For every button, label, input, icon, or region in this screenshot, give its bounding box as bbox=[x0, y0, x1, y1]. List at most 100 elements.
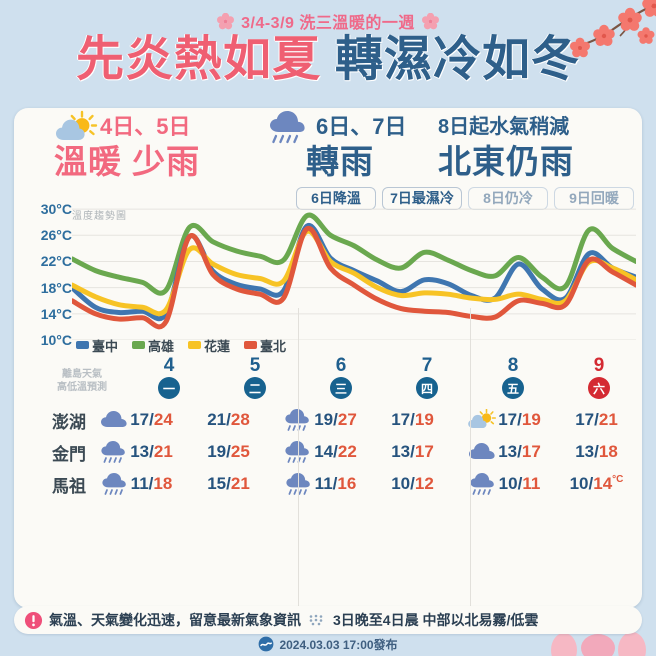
temperature-range: 17/24 bbox=[130, 410, 173, 429]
region-name: 金門 bbox=[52, 444, 86, 464]
legend-item-臺北: 臺北 bbox=[244, 336, 286, 355]
y-tick-22: 22°C bbox=[40, 253, 72, 270]
chart-line-高雄 bbox=[72, 215, 636, 293]
warning-text-2: 3日晚至4日晨 中部以北易霧/低雲 bbox=[333, 612, 539, 628]
rain-cloud-icon bbox=[101, 441, 126, 463]
legend-label: 花蓮 bbox=[204, 338, 231, 354]
ribbon: 3/4-3/9 洗三溫暖的一週 bbox=[0, 8, 656, 34]
forecast-rows: 澎湖 17/24 21/28 19/27 17/19 17/19 17/21 金門 13/21 1… bbox=[14, 404, 642, 606]
forecast-cell: 17/19 bbox=[366, 409, 458, 431]
legend-label: 臺北 bbox=[260, 338, 287, 354]
legend-swatch bbox=[188, 341, 202, 349]
chip-0[interactable]: 6日降溫 bbox=[296, 186, 376, 210]
forecast-cell: 11/18 bbox=[90, 473, 182, 495]
day-number: 9 bbox=[593, 355, 605, 376]
forecast-cell: 10/12 bbox=[366, 473, 458, 495]
temperature-range: 13/21 bbox=[130, 442, 173, 461]
summary-head-3: 8日起水氣稍減 bbox=[438, 116, 570, 138]
island-caption-line2: 高低溫預測 bbox=[57, 382, 107, 393]
day-number: 5 bbox=[249, 355, 261, 376]
temperature-range: 13/17 bbox=[498, 442, 541, 461]
y-tick-14: 14°C bbox=[40, 305, 72, 322]
headline-part2: 轉濕冷如冬 bbox=[335, 33, 581, 86]
cherry-blossom-branch-icon bbox=[570, 0, 656, 58]
forecast-cell: 19/27 bbox=[274, 409, 366, 431]
forecast-row: 馬祖 11/18 15/21 11/16 10/12 10/11 10/14°C bbox=[14, 468, 642, 500]
legend-swatch bbox=[132, 341, 146, 349]
cwa-logo-icon bbox=[259, 636, 274, 652]
temperature-chart: 溫度趨勢圖 30°C 26°C 22°C 18°C 14°C 10°C bbox=[14, 201, 642, 348]
chart-y-axis: 30°C 26°C 22°C 18°C 14°C 10°C bbox=[20, 196, 72, 348]
weekday-badge: 一 bbox=[158, 377, 180, 399]
cherry-blossom-icon bbox=[217, 12, 235, 29]
forecast-cells: 17/24 21/28 19/27 17/19 17/19 17/21 bbox=[90, 409, 642, 431]
temperature-range: 17/19 bbox=[498, 410, 541, 429]
temperature-range: 11/18 bbox=[130, 474, 173, 493]
summary-block-1: 4日、5日 溫暖 少雨 bbox=[54, 110, 200, 178]
footer: 2024.03.03 17:00發布 bbox=[0, 634, 656, 654]
summary-big-1: 溫暖 少雨 bbox=[54, 143, 201, 180]
day-number: 7 bbox=[421, 355, 433, 376]
chart-line-花蓮 bbox=[72, 231, 636, 314]
summary-head-1: 4日、5日 bbox=[100, 114, 191, 139]
cloud-icon bbox=[469, 443, 495, 459]
rain-cloud-icon bbox=[470, 473, 494, 495]
temperature-range: 19/27 bbox=[314, 410, 357, 429]
region-name: 澎湖 bbox=[52, 412, 86, 432]
main-card: 4日、5日 溫暖 少雨 6日、7日 轉雨 bbox=[14, 108, 642, 608]
forecast-cell: 17/21 bbox=[550, 409, 642, 431]
temperature-range: 17/21 bbox=[575, 410, 618, 429]
forecast-cell: 19/25 bbox=[182, 441, 274, 463]
temperature-range: 10/12 bbox=[391, 474, 434, 493]
island-caption-line1: 離島天氣 bbox=[62, 369, 102, 380]
forecast-cell: 17/19 bbox=[458, 409, 550, 431]
headline-part1: 先炎熱如夏 bbox=[75, 33, 321, 86]
chart-legend: 臺中 高雄 花蓮 臺北 bbox=[76, 336, 286, 354]
chip-3[interactable]: 9日回暖 bbox=[554, 186, 634, 210]
chip-row: 6日降溫 7日最濕冷 8日仍冷 9日回暖 bbox=[296, 186, 634, 210]
day-number: 4 bbox=[163, 355, 175, 376]
column-divider bbox=[470, 308, 471, 608]
chip-2[interactable]: 8日仍冷 bbox=[468, 186, 548, 210]
y-tick-18: 18°C bbox=[40, 279, 72, 296]
summary-block-3: 8日起水氣稍減 北東仍雨 bbox=[438, 110, 574, 178]
forecast-row: 金門 13/21 19/25 14/22 13/17 13/17 13/18 bbox=[14, 436, 642, 468]
temperature-range: 19/25 bbox=[207, 442, 250, 461]
legend-item-高雄: 高雄 bbox=[132, 336, 174, 355]
legend-label: 高雄 bbox=[148, 338, 175, 354]
weekday-badge: 四 bbox=[416, 377, 438, 399]
ribbon-text: 3/4-3/9 洗三溫暖的一週 bbox=[241, 15, 415, 32]
y-tick-30: 30°C bbox=[40, 201, 72, 218]
summary-big-3: 北東仍雨 bbox=[438, 143, 574, 180]
summary-head-2: 6日、7日 bbox=[316, 114, 407, 139]
day-number: 8 bbox=[507, 355, 519, 376]
weekday-badge: 二 bbox=[244, 377, 266, 399]
headline: 先炎熱如夏 轉濕冷如冬 bbox=[0, 31, 656, 89]
chart-line-臺北 bbox=[72, 228, 636, 327]
rain-cloud-icon bbox=[270, 111, 305, 144]
forecast-cell: 17/24 bbox=[90, 409, 182, 431]
day-number: 6 bbox=[335, 355, 347, 376]
forecast-cell: 13/17 bbox=[366, 441, 458, 463]
y-tick-26: 26°C bbox=[40, 227, 72, 244]
cherry-blossom-icon-2 bbox=[421, 12, 439, 29]
warning-text: 氣溫、天氣變化迅速，留意最新氣象資訊 bbox=[49, 612, 301, 628]
forecast-cell: 15/21 bbox=[182, 473, 274, 495]
petal-decoration-icon bbox=[551, 632, 646, 656]
forecast-cells: 11/18 15/21 11/16 10/12 10/11 10/14°C bbox=[90, 473, 642, 495]
forecast-cell: 21/28 bbox=[182, 409, 274, 431]
temperature-range: 10/14°C bbox=[569, 474, 624, 493]
chip-1[interactable]: 7日最濕冷 bbox=[382, 186, 462, 210]
region-name: 馬祖 bbox=[52, 476, 86, 496]
chart-title: 溫度趨勢圖 bbox=[72, 211, 127, 222]
column-divider bbox=[298, 308, 299, 608]
forecast-cell: 10/11 bbox=[458, 473, 550, 495]
